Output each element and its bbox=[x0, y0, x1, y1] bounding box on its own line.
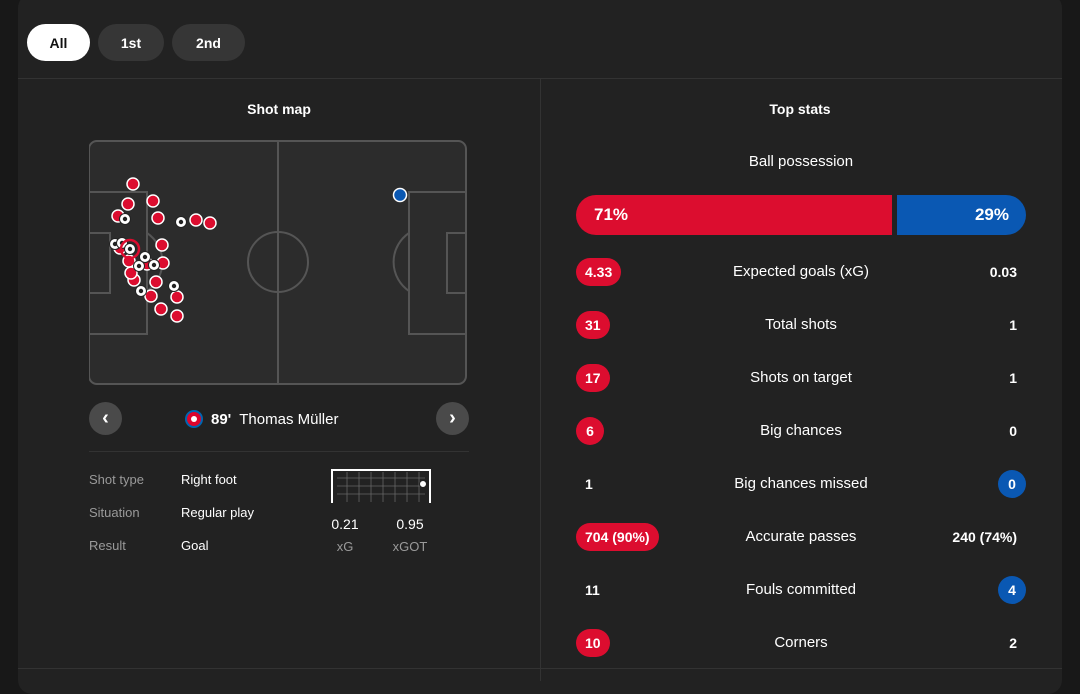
xg-label: xG bbox=[336, 539, 354, 554]
shot-marker[interactable] bbox=[124, 266, 138, 280]
shot-marker[interactable] bbox=[144, 289, 158, 303]
shot-type-label: Shot type bbox=[89, 472, 144, 487]
stat-away-value: 240 (74%) bbox=[952, 529, 1017, 545]
stat-row-accurate-passes: 704 (90%) Accurate passes 240 (74%) bbox=[576, 523, 1026, 551]
shot-marker[interactable] bbox=[149, 275, 163, 289]
result-value: Goal bbox=[181, 538, 209, 553]
away-shot-marker[interactable] bbox=[392, 187, 408, 203]
stat-row-big-chances: 6 Big chances 0 bbox=[576, 417, 1026, 445]
column-divider bbox=[540, 79, 541, 681]
football-icon bbox=[138, 288, 144, 294]
stat-name: Corners bbox=[774, 634, 828, 651]
stat-name: Fouls committed bbox=[745, 581, 857, 598]
stat-away-value: 2 bbox=[1009, 635, 1017, 651]
shot-marker[interactable] bbox=[126, 177, 140, 191]
football-icon bbox=[151, 262, 157, 268]
stat-home-value: 4.33 bbox=[576, 258, 622, 286]
goal-frame-icon bbox=[331, 469, 431, 503]
bottom-divider bbox=[18, 668, 1062, 669]
stat-away-value: 1 bbox=[1009, 317, 1017, 333]
stat-name: Shots on target bbox=[750, 369, 852, 386]
stat-row-big-chances-missed: 1 Big chances missed 0 bbox=[576, 470, 1026, 498]
chevron-left-icon: ‹ bbox=[102, 407, 109, 429]
shot-marker[interactable] bbox=[121, 197, 135, 211]
shot-markers bbox=[109, 177, 408, 323]
football-icon bbox=[122, 216, 128, 222]
stat-away-value: 1 bbox=[1009, 370, 1017, 386]
shot-marker[interactable] bbox=[203, 216, 217, 230]
tab-second-half[interactable]: 2nd bbox=[172, 24, 245, 61]
shot-detail-divider bbox=[89, 451, 469, 452]
tab-first-half[interactable]: 1st bbox=[98, 24, 164, 61]
selected-shot-ring bbox=[119, 238, 141, 260]
situation-label: Situation bbox=[89, 505, 140, 520]
top-stats-title: Top stats bbox=[769, 101, 831, 117]
stat-away-value: 4 bbox=[998, 576, 1026, 604]
stat-row-corners: 10 Corners 2 bbox=[576, 629, 1026, 657]
xg-value: 0.21 bbox=[331, 516, 359, 532]
stat-name: Big chances missed bbox=[734, 475, 868, 492]
possession-home-bar: 71% bbox=[576, 195, 892, 235]
fc-bayern-crest-icon bbox=[185, 410, 203, 428]
stat-name: Big chances bbox=[760, 422, 842, 439]
stat-row-xg: 4.33 Expected goals (xG) 0.03 bbox=[576, 258, 1026, 286]
stat-away-value: 0.03 bbox=[989, 264, 1017, 280]
stat-home-value: 31 bbox=[576, 311, 610, 339]
next-shot-button[interactable]: › bbox=[436, 402, 469, 435]
possession-away-value: 29% bbox=[974, 205, 1009, 224]
stat-away-value: 0 bbox=[1009, 423, 1017, 439]
situation-value: Regular play bbox=[181, 505, 254, 520]
possession-label: Ball possession bbox=[748, 153, 854, 170]
shot-type-value: Right foot bbox=[181, 472, 237, 487]
football-icon bbox=[142, 254, 148, 260]
shot-marker[interactable] bbox=[154, 302, 168, 316]
shot-marker[interactable] bbox=[146, 194, 160, 208]
period-tabs: All 1st 2nd bbox=[27, 24, 245, 61]
selected-shot-player: 89' Thomas Müller bbox=[185, 409, 338, 429]
shot-marker[interactable] bbox=[189, 213, 203, 227]
header-divider bbox=[18, 78, 1062, 79]
stat-home-value: 10 bbox=[576, 629, 610, 657]
stat-home-value: 17 bbox=[576, 364, 610, 392]
stat-name: Accurate passes bbox=[745, 528, 857, 545]
stat-row-shots-on-target: 17 Shots on target 1 bbox=[576, 364, 1026, 392]
possession-away-bar: 29% bbox=[897, 195, 1026, 235]
previous-shot-button[interactable]: ‹ bbox=[89, 402, 122, 435]
football-icon bbox=[136, 263, 142, 269]
xgot-value: 0.95 bbox=[396, 516, 424, 532]
stat-home-value: 11 bbox=[585, 582, 600, 598]
football-icon bbox=[171, 283, 177, 289]
xgot-label: xGOT bbox=[392, 539, 428, 554]
stat-home-value: 704 (90%) bbox=[576, 523, 659, 551]
stat-name: Expected goals (xG) bbox=[733, 263, 869, 280]
shot-map-pitch[interactable] bbox=[89, 140, 467, 385]
football-icon bbox=[127, 246, 133, 252]
stat-home-value: 6 bbox=[576, 417, 604, 445]
shot-player-name: Thomas Müller bbox=[239, 410, 339, 428]
stat-away-value: 0 bbox=[998, 470, 1026, 498]
stat-home-value: 1 bbox=[585, 476, 593, 492]
stat-row-total-shots: 31 Total shots 1 bbox=[576, 311, 1026, 339]
football-icon bbox=[178, 219, 184, 225]
shot-map-title: Shot map bbox=[247, 101, 311, 117]
stat-name: Total shots bbox=[765, 316, 837, 333]
shot-marker[interactable] bbox=[170, 290, 184, 304]
shot-marker[interactable] bbox=[155, 238, 169, 252]
shot-marker[interactable] bbox=[170, 309, 184, 323]
result-label: Result bbox=[89, 538, 126, 553]
tab-all[interactable]: All bbox=[27, 24, 90, 61]
possession-home-value: 71% bbox=[594, 205, 629, 224]
chevron-right-icon: › bbox=[449, 407, 456, 429]
shot-minute: 89' bbox=[211, 410, 232, 428]
stat-row-fouls: 11 Fouls committed 4 bbox=[576, 576, 1026, 604]
shot-marker[interactable] bbox=[151, 211, 165, 225]
